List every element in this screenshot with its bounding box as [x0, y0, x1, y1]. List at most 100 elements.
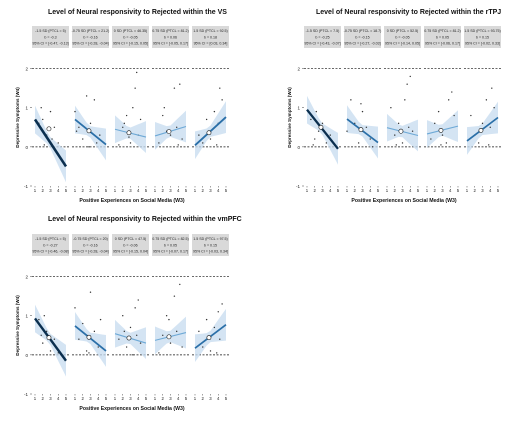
x-tick-label: 4 [57, 396, 60, 401]
y-tick-label: -1 [296, 184, 300, 189]
mean-marker [126, 130, 132, 136]
data-point [134, 307, 136, 309]
facet-strip [32, 26, 69, 48]
facet-strip-label: 95% CI = [-0.43, -0.07] [304, 42, 340, 46]
mean-marker [46, 335, 52, 341]
x-tick-label: 4 [137, 188, 140, 193]
facet-strip [424, 26, 461, 48]
x-tick-label: 2 [162, 396, 165, 401]
data-point [134, 87, 136, 89]
data-point [219, 87, 221, 89]
y-tick-label: 0 [25, 353, 28, 358]
data-point [221, 303, 223, 305]
data-point [205, 318, 208, 321]
facet-strip [72, 26, 109, 48]
data-point [42, 342, 44, 344]
data-point [430, 138, 432, 140]
x-tick-label: 3 [209, 188, 212, 193]
chart-panel-rtpj: Level of Neural responsivity to Rejected… [276, 4, 516, 212]
data-point [122, 315, 124, 317]
x-tick-label: 2 [82, 188, 85, 193]
data-point [40, 334, 42, 336]
x-tick-label: 5 [337, 188, 340, 193]
x-tick-label: 3 [209, 396, 212, 401]
data-point [53, 338, 56, 340]
data-point [158, 352, 160, 354]
data-point [477, 142, 480, 144]
x-tick-label: 2 [202, 188, 205, 193]
facet-strip-label: b = -0.05 [123, 35, 137, 39]
data-point [173, 87, 176, 89]
facet-strip-label: -0.75 SD (PTCL = 21.2) [72, 29, 110, 33]
data-point [198, 330, 200, 333]
facet-strip-label: 0 SD (PTCL = 47.5) [115, 237, 147, 241]
x-tick-label: 3 [361, 188, 364, 193]
x-tick-label: 5 [225, 188, 228, 193]
facet-strip-label: 95% CI = [-0.27, -0.03] [344, 42, 380, 46]
data-point [162, 114, 164, 117]
data-point [53, 126, 56, 128]
data-point [453, 114, 455, 117]
x-tick-label: 1 [194, 396, 197, 401]
mean-marker [46, 126, 52, 132]
x-tick-label: 2 [474, 188, 477, 193]
data-point [346, 130, 348, 132]
data-point [448, 99, 450, 101]
data-point [128, 136, 130, 138]
data-point [173, 295, 176, 297]
x-tick-label: 2 [82, 396, 85, 401]
x-tick-label: 5 [105, 188, 108, 193]
x-tick-label: 1 [74, 396, 77, 401]
mean-marker [206, 130, 212, 136]
data-point [132, 107, 134, 109]
x-tick-label: 1 [426, 188, 429, 193]
data-point [361, 110, 364, 113]
data-point [350, 99, 352, 101]
data-point [219, 338, 221, 340]
data-point [491, 87, 493, 89]
x-tick-label: 3 [481, 188, 484, 193]
x-tick-label: 1 [34, 396, 37, 401]
x-tick-label: 3 [129, 188, 132, 193]
facet-strip-label: 95% CI = [-0.47, -0.13] [32, 42, 68, 46]
facet-strip-label: -1.5 SD (PTCL = 5) [35, 29, 66, 33]
x-tick-label: 5 [145, 188, 148, 193]
x-tick-label: 2 [162, 188, 165, 193]
x-tick-label: 5 [65, 396, 68, 401]
x-tick-label: 1 [346, 188, 349, 193]
data-point [202, 346, 204, 348]
x-axis-label: Positive Experiences on Social Media (W3… [79, 198, 184, 204]
data-point [411, 130, 414, 132]
data-point [404, 99, 406, 101]
data-point [129, 142, 132, 144]
facet-strip-label: -1.5 SD (PTCL = 5) [35, 237, 66, 241]
x-tick-label: 1 [386, 188, 389, 193]
data-point [57, 142, 59, 144]
x-tick-label: 1 [154, 188, 157, 193]
y-tick-label: 0 [25, 145, 28, 150]
x-tick-label: 5 [225, 396, 228, 401]
data-point [82, 138, 84, 140]
data-point [406, 83, 408, 85]
x-tick-label: 4 [489, 188, 492, 193]
data-point [221, 99, 223, 101]
x-tick-label: 1 [34, 188, 37, 193]
y-axis-label: Depressive Symptoms (W4) [287, 87, 292, 148]
facet-strip [112, 26, 149, 48]
data-point [162, 334, 164, 336]
data-point [395, 144, 397, 146]
x-tick-label: 5 [497, 188, 500, 193]
data-point [217, 311, 219, 313]
x-tick-label: 4 [449, 188, 452, 193]
x-tick-label: 3 [49, 188, 52, 193]
x-tick-label: 4 [369, 188, 372, 193]
data-point [45, 330, 48, 333]
data-point [82, 322, 84, 325]
x-tick-label: 4 [137, 396, 140, 401]
data-point [74, 307, 76, 309]
x-tick-label: 3 [169, 188, 172, 193]
x-tick-label: 2 [314, 188, 317, 193]
facet-strip [152, 26, 189, 48]
facet-strip-label: b = -0.27 [43, 243, 57, 247]
facet-strip-label: 95% CI = [-0.14, 0.05] [385, 42, 420, 46]
